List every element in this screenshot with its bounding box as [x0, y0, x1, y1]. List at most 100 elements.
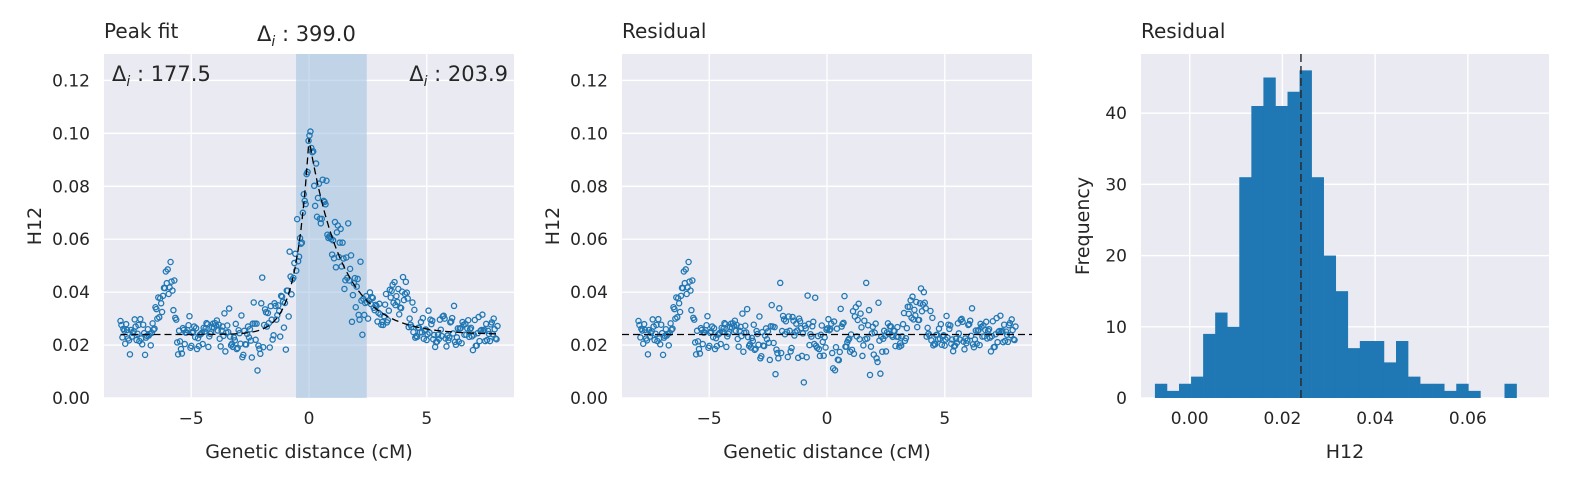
data-point — [787, 348, 794, 355]
data-point — [776, 305, 783, 312]
data-point — [333, 229, 341, 236]
delta-value: : 203.9 — [427, 62, 508, 86]
histogram-bar — [1504, 383, 1517, 398]
data-point — [391, 278, 398, 286]
data-point — [353, 283, 360, 290]
data-point — [675, 300, 683, 307]
histogram-bar — [1456, 383, 1469, 398]
data-point — [860, 342, 867, 349]
y-tick-label: 0.00 — [570, 389, 608, 409]
data-point — [899, 320, 907, 328]
data-point — [768, 301, 775, 309]
data-point — [298, 239, 306, 246]
data-point — [384, 316, 392, 324]
data-point — [818, 322, 826, 329]
y-axis-label: H12 — [542, 207, 564, 245]
data-point — [284, 287, 291, 294]
data-point — [959, 318, 966, 326]
data-point — [232, 320, 240, 328]
data-point — [772, 370, 779, 378]
y-tick-label: 0 — [1116, 389, 1127, 409]
data-point — [692, 351, 700, 358]
data-point — [246, 325, 254, 333]
data-point — [447, 318, 455, 325]
data-point — [147, 342, 154, 349]
data-point — [999, 327, 1006, 335]
data-point — [157, 300, 165, 307]
histogram-bar — [1420, 383, 1433, 398]
data-point — [703, 321, 710, 329]
data-point — [281, 299, 289, 307]
data-point — [122, 320, 130, 328]
y-tick-label: 0.10 — [52, 124, 90, 144]
data-point — [803, 353, 810, 361]
data-point — [411, 306, 418, 314]
data-point — [924, 324, 931, 332]
y-tick-label: 0.02 — [52, 336, 90, 356]
data-point — [952, 335, 960, 342]
data-point — [773, 346, 780, 353]
data-point — [290, 274, 297, 282]
data-point — [748, 334, 756, 342]
histogram-bar — [1432, 383, 1445, 398]
data-point — [784, 353, 792, 361]
data-point — [448, 314, 456, 322]
data-point — [126, 351, 134, 358]
data-point — [245, 334, 253, 341]
y-tick-label: 0.08 — [52, 177, 90, 197]
data-point — [467, 324, 475, 332]
data-point — [242, 341, 250, 348]
data-point — [393, 292, 400, 300]
data-point — [254, 367, 261, 374]
data-point — [882, 348, 890, 355]
data-point — [372, 301, 379, 309]
data-point — [717, 340, 724, 348]
shaded-region — [296, 54, 367, 398]
data-point — [446, 334, 453, 341]
data-point — [836, 348, 844, 356]
data-point — [385, 307, 393, 314]
histogram-bar — [1299, 70, 1312, 398]
histogram-bar — [1311, 177, 1324, 398]
data-point — [868, 330, 876, 337]
data-point — [775, 355, 782, 362]
data-point — [413, 333, 421, 341]
data-point — [668, 326, 675, 333]
x-tick-label: 0.00 — [1171, 409, 1209, 429]
histogram-bar — [1323, 255, 1337, 398]
data-point — [272, 302, 279, 310]
data-point — [481, 326, 488, 333]
data-point — [777, 349, 785, 357]
data-point — [723, 343, 730, 351]
data-point — [222, 348, 229, 355]
data-point — [285, 313, 292, 320]
data-point — [948, 336, 956, 343]
data-point — [158, 308, 166, 316]
delta-subscript: i — [126, 74, 130, 90]
data-point — [354, 275, 361, 283]
data-point — [873, 355, 880, 362]
data-point — [344, 220, 352, 227]
histogram-bar — [1263, 77, 1276, 398]
data-point — [357, 258, 364, 265]
data-point — [897, 342, 905, 349]
data-point — [293, 215, 301, 223]
data-point — [676, 308, 684, 316]
data-point — [346, 265, 354, 273]
y-tick-label: 0.12 — [570, 71, 608, 91]
x-axis-label: Genetic distance (cM) — [205, 441, 413, 463]
data-point — [682, 266, 689, 273]
histogram-bar — [1227, 326, 1240, 398]
data-point — [976, 341, 983, 349]
data-point — [409, 299, 416, 306]
data-point — [381, 301, 389, 308]
data-point — [348, 318, 356, 326]
data-point — [677, 292, 685, 300]
data-point — [269, 336, 276, 343]
data-point — [159, 292, 167, 300]
data-point — [641, 326, 649, 334]
data-point — [429, 317, 436, 324]
data-point — [397, 304, 405, 312]
data-point — [364, 315, 372, 322]
